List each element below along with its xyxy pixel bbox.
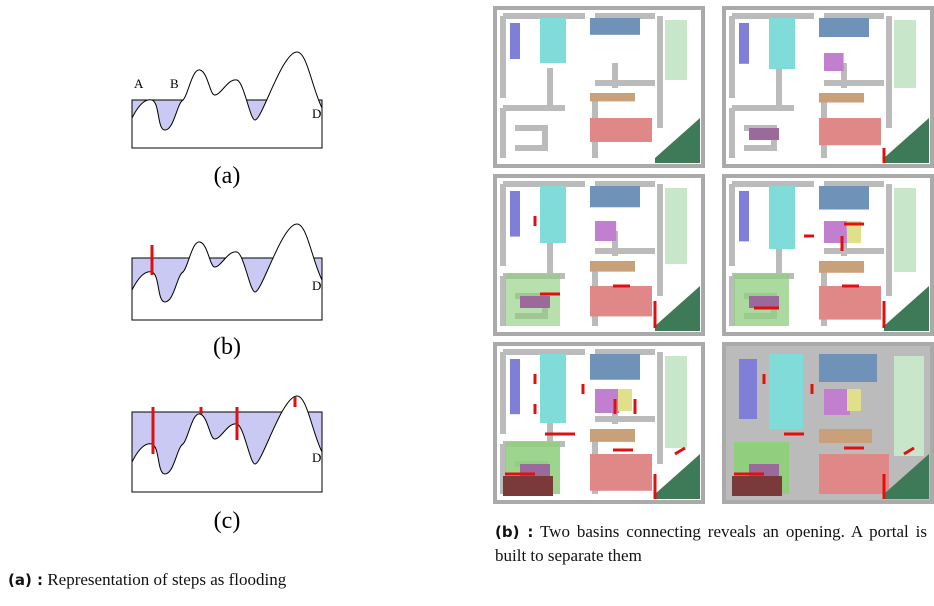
region	[819, 186, 869, 210]
region	[819, 261, 864, 273]
region	[739, 359, 757, 419]
subfigure-label: (c)	[214, 508, 241, 534]
region	[894, 20, 916, 88]
caption-text: Two basins connecting reveals an opening…	[495, 522, 927, 565]
region	[520, 296, 550, 308]
region	[739, 23, 749, 64]
region	[847, 389, 861, 411]
region	[824, 389, 850, 415]
region	[590, 429, 635, 442]
region	[510, 191, 520, 237]
page: A B D (a) D (b) D (c) (a) : Representation of s…	[0, 0, 934, 606]
subfigure-label: (b)	[213, 334, 241, 360]
region	[510, 23, 520, 59]
point-label: D	[312, 278, 321, 293]
region	[819, 429, 872, 443]
region	[590, 354, 640, 380]
point-label: B	[170, 76, 179, 91]
map-panel	[495, 344, 703, 502]
region	[819, 354, 877, 382]
region	[590, 93, 635, 101]
region	[819, 286, 881, 320]
region	[618, 389, 632, 411]
region	[590, 454, 652, 491]
region	[894, 188, 916, 272]
map-panel	[495, 176, 703, 334]
region	[819, 93, 864, 103]
region	[595, 221, 616, 241]
region	[590, 261, 635, 272]
map-panel	[724, 344, 932, 502]
caption-text: Representation of steps as flooding	[47, 570, 286, 589]
region	[665, 356, 687, 448]
flood-diagram: D	[132, 396, 322, 492]
region	[665, 188, 687, 264]
region	[739, 191, 749, 241]
caption-tag: (b) :	[495, 523, 533, 541]
map-panel	[495, 8, 703, 166]
region	[540, 354, 566, 423]
region	[590, 286, 652, 316]
region	[503, 476, 553, 496]
region	[590, 18, 640, 35]
region	[824, 53, 844, 71]
point-label: D	[312, 106, 321, 121]
region	[540, 18, 566, 63]
region	[665, 20, 687, 80]
region	[732, 476, 782, 496]
region	[749, 296, 779, 308]
region	[769, 18, 795, 69]
region	[590, 118, 652, 142]
flood-diagram: D	[132, 224, 322, 320]
map-panel	[724, 176, 932, 334]
flood-diagram: A B D	[132, 52, 322, 148]
figure: A B D (a) D (b) D (c)	[0, 0, 934, 606]
region	[590, 186, 640, 207]
region	[819, 454, 889, 494]
point-label: D	[312, 450, 321, 465]
region	[769, 186, 795, 249]
region	[894, 356, 924, 456]
region	[510, 359, 520, 414]
region	[749, 128, 779, 140]
region	[540, 186, 566, 243]
caption-b: (b) : Two basins connecting reveals an o…	[495, 520, 927, 568]
caption-a: (a) : Representation of steps as floodin…	[8, 568, 328, 592]
map-panel	[724, 8, 932, 166]
region	[819, 18, 869, 37]
caption-tag: (a) :	[8, 571, 43, 589]
region	[769, 354, 803, 429]
region	[819, 118, 881, 145]
subfigure-label: (a)	[214, 163, 241, 189]
point-label: A	[134, 76, 144, 91]
